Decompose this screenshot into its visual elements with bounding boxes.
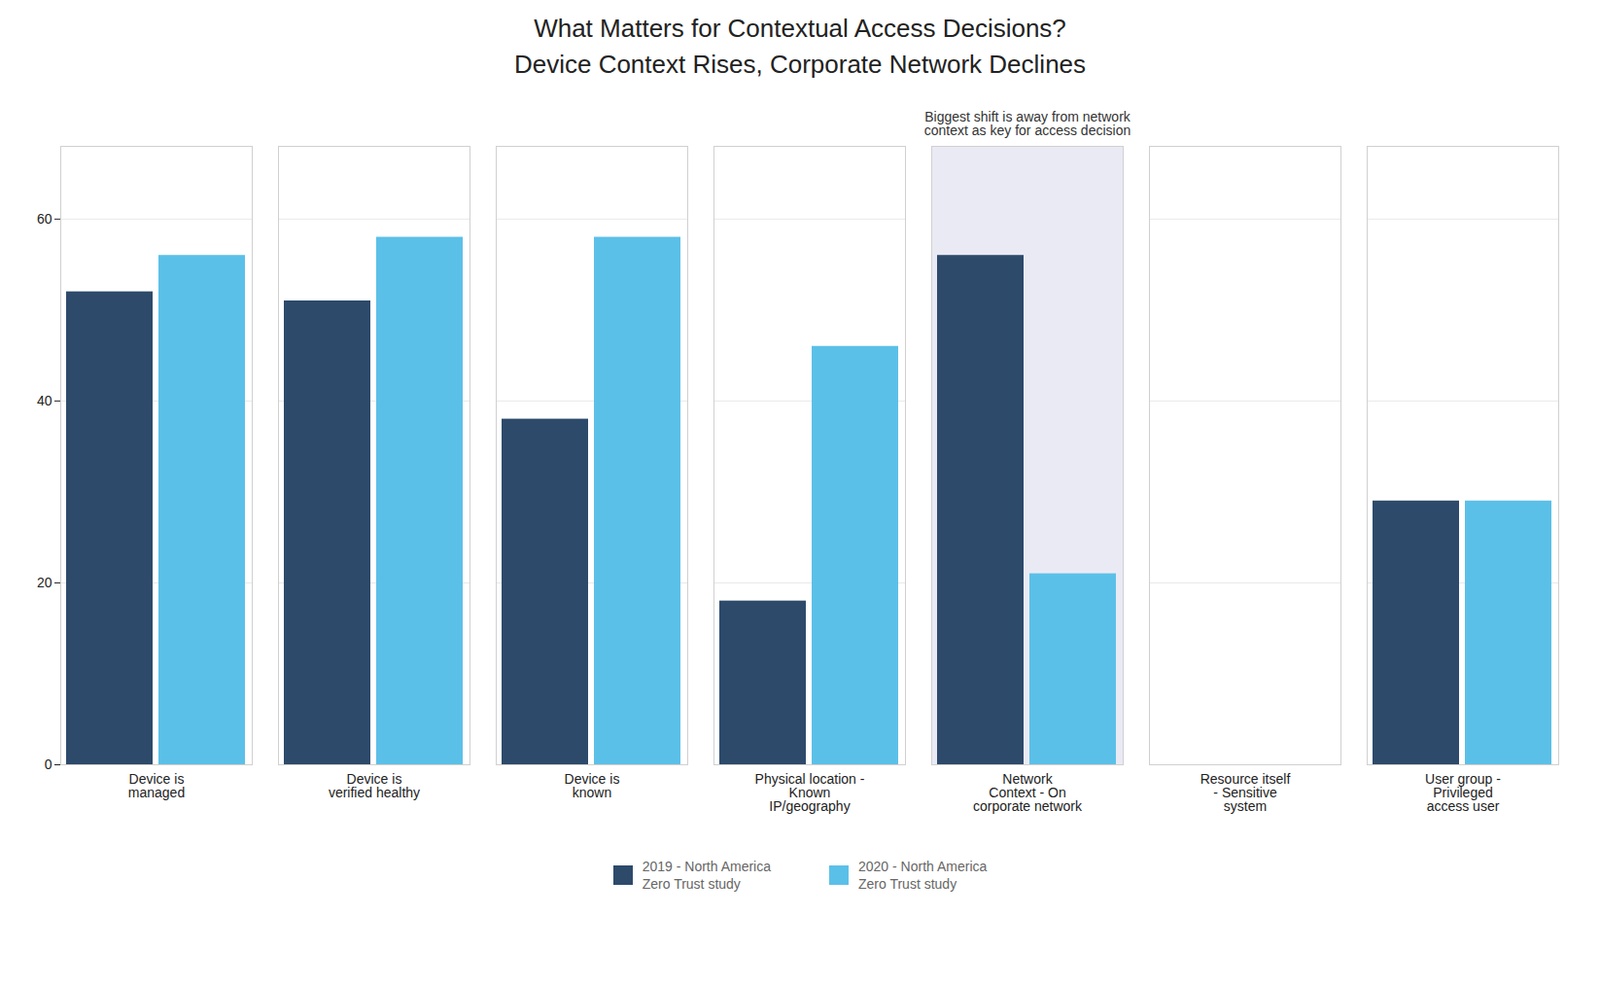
svg-text:Device ismanaged: Device ismanaged xyxy=(128,770,185,800)
svg-text:User group -Privilegedaccess u: User group -Privilegedaccess user xyxy=(1425,770,1501,814)
svg-text:Biggest shift is away from net: Biggest shift is away from networkcontex… xyxy=(924,108,1132,139)
html-text:What Matters for Contextual Ac: What Matters for Contextual Access Decis… xyxy=(533,13,1067,43)
html-text:Device Context Rises, Corporat: Device Context Rises, Corporate Network … xyxy=(514,49,1086,79)
svg-text:20: 20 xyxy=(36,574,53,591)
html-text:2020 - North America Zero Trus: 2020 - North America Zero Trust study xyxy=(858,858,987,892)
svg-text:NetworkContext - Oncorporate n: NetworkContext - Oncorporate network xyxy=(973,770,1083,814)
svg-text:0: 0 xyxy=(44,756,53,772)
svg-text:Physical location -KnownIP/geo: Physical location -KnownIP/geography xyxy=(755,770,866,814)
svg-text:Device isverified healthy: Device isverified healthy xyxy=(328,770,420,800)
svg-text:60: 60 xyxy=(36,210,53,227)
svg-text:40: 40 xyxy=(36,392,53,409)
svg-text:Device isknown: Device isknown xyxy=(564,770,621,800)
svg-text:Resource itself- Sensitivesyst: Resource itself- Sensitivesystem xyxy=(1200,770,1291,814)
html-text:2019 - North America Zero Trus: 2019 - North America Zero Trust study xyxy=(642,858,771,892)
